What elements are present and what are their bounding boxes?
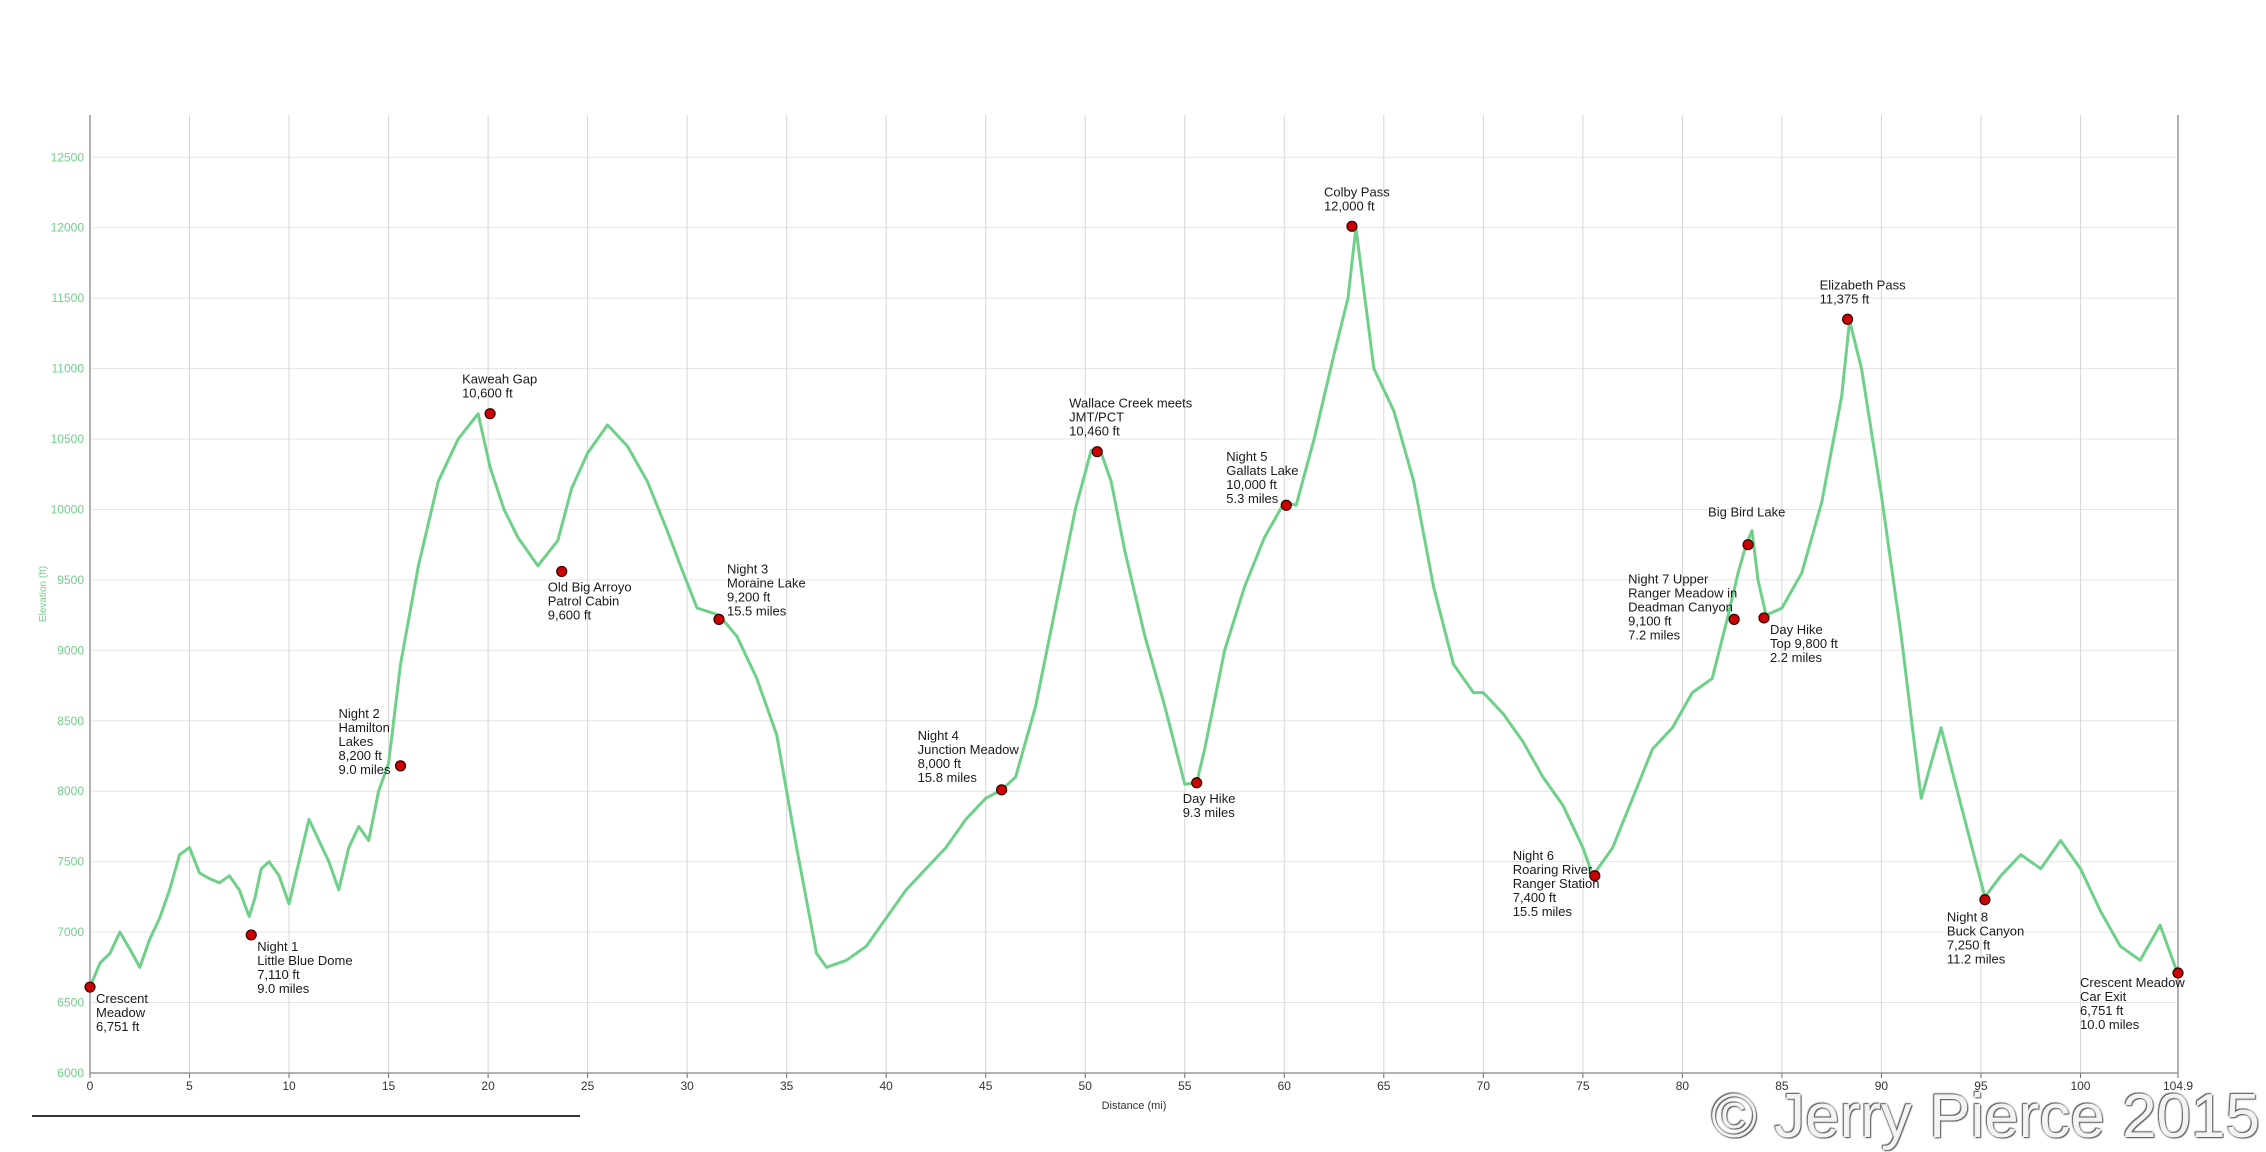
waypoint-label: Night 1 Little Blue Dome 7,110 ft 9.0 miles — [257, 939, 352, 996]
waypoint-marker — [1191, 777, 1203, 789]
waypoint-marker — [1742, 539, 1754, 551]
waypoint-label: Elizabeth Pass 11,375 ft — [1820, 277, 1906, 306]
x-axis-title: Distance (mi) — [1102, 1100, 1167, 1112]
waypoint-label: Old Big Arroyo Patrol Cabin 9,600 ft — [548, 579, 632, 622]
x-tick-label: 104.9 — [2163, 1079, 2193, 1093]
waypoint-marker — [1841, 313, 1854, 325]
waypoint-marker — [2172, 967, 2184, 979]
x-tick-label: 80 — [1676, 1079, 1690, 1093]
x-tick-label: 45 — [979, 1079, 993, 1093]
x-tick-label: 50 — [1079, 1079, 1093, 1093]
grid-lines — [89, 115, 2179, 1074]
waypoint-marker — [1091, 446, 1103, 458]
y-tick-label: 6500 — [57, 996, 84, 1010]
x-tick-label: 30 — [680, 1079, 694, 1093]
y-axis-title: Elevation (ft) — [38, 566, 49, 622]
x-tick-label: 40 — [880, 1079, 894, 1093]
waypoint-label: Day Hike Top 9,800 ft 2.2 miles — [1770, 622, 1838, 665]
x-tick-label: 25 — [581, 1079, 595, 1093]
waypoint-marker — [1728, 613, 1740, 625]
waypoint-label: Night 7 Upper Ranger Meadow in Deadman Can… — [1628, 571, 1737, 642]
x-tick-label: 0 — [87, 1079, 94, 1093]
annotations: Crescent Meadow 6,751 ft Night 1 Little Blue… — [84, 184, 2185, 1034]
x-tick-label: 60 — [1278, 1079, 1292, 1093]
copyright-watermark: © Jerry Pierce 2015 — [1711, 1082, 2260, 1151]
y-tick-label: 8000 — [57, 784, 84, 798]
waypoint-label: Wallace Creek meets JMT/PCT 10,460 ft — [1069, 396, 1193, 439]
waypoint-marker — [1979, 894, 1991, 906]
waypoint-marker — [713, 613, 725, 625]
y-tick-label: 7000 — [57, 925, 84, 939]
x-tick-label: 100 — [2070, 1079, 2090, 1093]
y-tick-labels: 6000 6500 7000 7500 8000 8500 9000 9500 10000 105… — [51, 150, 85, 1080]
waypoint-marker — [996, 784, 1008, 796]
waypoint-label: Colby Pass 12,000 ft — [1324, 184, 1390, 213]
x-tick-label: 65 — [1377, 1079, 1391, 1093]
waypoint-label: Crescent Meadow Car Exit 6,751 ft 10.0 mile… — [2080, 975, 2185, 1032]
waypoint-label: Kaweah Gap 10,600 ft — [462, 372, 537, 401]
waypoint-marker — [245, 929, 257, 941]
y-tick-label: 10500 — [51, 432, 85, 446]
x-tick-label: 90 — [1875, 1079, 1889, 1093]
axes — [89, 115, 2179, 1078]
y-tick-label: 11000 — [52, 362, 85, 376]
x-tick-labels: 0 5 10 15 20 25 30 35 40 45 50 55 60 65 70 75 80 85 90 95 10… — [87, 1079, 2194, 1093]
waypoint-label: Night 6 Roaring River Ranger Station 7,400 … — [1513, 848, 1600, 919]
waypoint-marker — [394, 760, 407, 772]
waypoint-marker — [1758, 612, 1770, 624]
x-tick-label: 35 — [780, 1079, 794, 1093]
elevation-series-line — [88, 226, 2180, 988]
x-tick-label: 85 — [1775, 1079, 1789, 1093]
y-tick-label: 7500 — [57, 855, 84, 869]
waypoint-marker — [556, 565, 568, 578]
x-tick-label: 5 — [186, 1079, 193, 1093]
y-tick-label: 10000 — [51, 502, 85, 516]
y-tick-label: 6000 — [57, 1066, 84, 1080]
waypoint-marker — [1346, 220, 1358, 232]
x-tick-label: 15 — [382, 1079, 396, 1093]
waypoint-marker — [1280, 499, 1292, 511]
y-tick-label: 11500 — [52, 291, 85, 305]
x-tick-label: 55 — [1178, 1079, 1192, 1093]
waypoint-label: Big Bird Lake — [1708, 505, 1785, 520]
waypoint-marker — [84, 981, 96, 993]
waypoint-label: Night 4 Junction Meadow 8,000 ft 15.8 miles — [918, 728, 1020, 785]
x-tick-label: 95 — [1974, 1079, 1988, 1093]
y-tick-label: 12500 — [51, 150, 85, 164]
waypoint-label: Crescent Meadow 6,751 ft — [96, 991, 148, 1034]
waypoint-label: Night 2 Hamilton Lakes 8,200 ft 9.0 miles — [339, 706, 392, 777]
waypoint-marker — [484, 408, 496, 420]
waypoint-marker — [1589, 870, 1601, 882]
y-tick-label: 12000 — [51, 221, 85, 235]
waypoint-label: Night 5 Gallats Lake 10,000 ft 5.3 miles — [1226, 449, 1298, 506]
waypoint-label: Day Hike 9.3 miles — [1183, 791, 1236, 820]
x-tick-label: 20 — [481, 1079, 495, 1093]
x-tick-label: 10 — [282, 1079, 296, 1093]
waypoint-label: Night 3 Moraine Lake 9,200 ft 15.5 miles — [727, 561, 806, 618]
y-tick-label: 8500 — [57, 714, 84, 728]
x-tick-label: 70 — [1477, 1079, 1491, 1093]
x-tick-label: 75 — [1576, 1079, 1590, 1093]
y-tick-label: 9000 — [57, 643, 84, 657]
y-tick-label: 9500 — [57, 573, 84, 587]
waypoint-label: Night 8 Buck Canyon 7,250 ft 11.2 miles — [1947, 910, 2024, 967]
